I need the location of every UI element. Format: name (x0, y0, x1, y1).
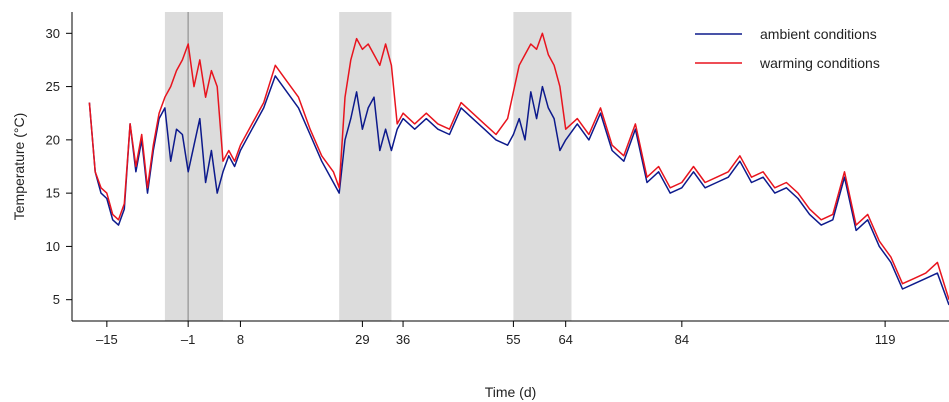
y-tick-label: 20 (46, 132, 60, 147)
legend: ambient conditions warming conditions (695, 26, 880, 71)
x-tick-label: –1 (181, 332, 195, 347)
x-tick-label: 55 (506, 332, 520, 347)
series-line-warming (88, 32, 949, 300)
x-tick-label: 64 (558, 332, 572, 347)
y-tick-label: 5 (53, 292, 60, 307)
y-tick-label: 15 (46, 186, 60, 201)
x-tick-label: 84 (675, 332, 689, 347)
legend-label-warming: warming conditions (759, 55, 880, 71)
y-tick-label: 25 (46, 79, 60, 94)
x-tick-label: 119 (875, 332, 896, 347)
x-tick-label: 36 (396, 332, 410, 347)
x-tick-label: –15 (96, 332, 118, 347)
y-tick-label: 30 (46, 26, 60, 41)
series-lines (88, 32, 949, 306)
x-axis-ticks: –15 –1 8 29 36 55 64 84 119 (96, 321, 895, 347)
series-line-ambient (88, 75, 949, 306)
y-axis-label: Temperature (°C) (11, 113, 27, 221)
legend-label-ambient: ambient conditions (760, 26, 877, 42)
shaded-period-1 (339, 12, 392, 321)
shaded-period-2 (513, 12, 572, 321)
x-tick-label: 8 (237, 332, 244, 347)
y-tick-label: 10 (46, 239, 60, 254)
y-axis-ticks: 5 10 15 20 25 30 (46, 26, 72, 307)
x-axis-label: Time (d) (485, 384, 537, 400)
x-tick-label: 29 (355, 332, 369, 347)
shaded-periods (164, 12, 572, 321)
